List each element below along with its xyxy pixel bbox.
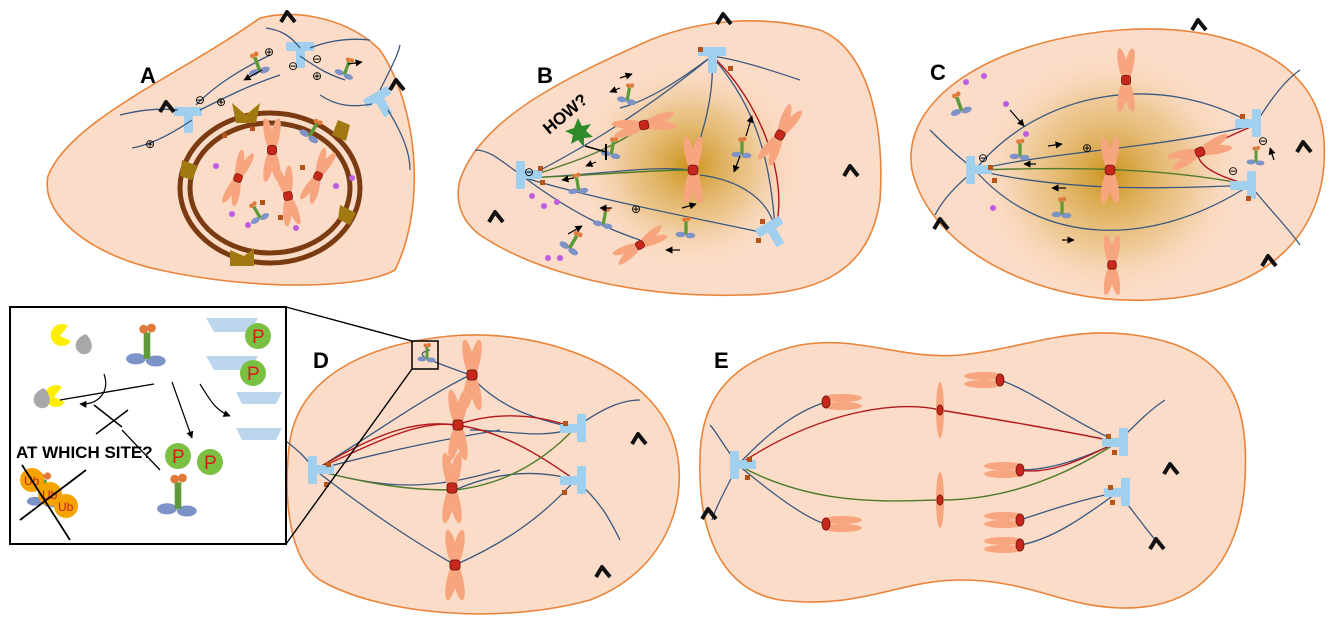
panel-label-b: B: [537, 63, 553, 88]
ubiquitin-icon: [54, 494, 78, 518]
minus-end-marker: ⊖: [288, 59, 298, 73]
phosphate-icon: [240, 360, 266, 386]
panel-e: E: [699, 332, 1247, 609]
which-site-label: AT WHICH SITE?: [16, 443, 153, 462]
phosphatase-icon: [206, 318, 258, 332]
phosphatase-icon: [236, 392, 282, 404]
kinase-icon: [50, 324, 71, 347]
panel-b: HOW? ⊖ ⊕ B: [457, 12, 882, 297]
plus-end-marker: ⊕: [312, 69, 322, 83]
panel-a: ⊕ ⊕ ⊕ ⊕ ⊖ ⊖ ⊖ A: [46, 10, 416, 286]
phospho-label: P: [247, 364, 260, 385]
plus-end-marker: ⊕: [264, 45, 274, 59]
minus-end-marker: ⊖: [195, 93, 205, 107]
nuclear-envelope-inner: [187, 120, 353, 256]
phosphatase-icon: [236, 428, 282, 440]
phospho-label: P: [204, 453, 217, 474]
minus-end-marker: ⊖: [978, 151, 988, 165]
plus-end-marker: ⊕: [1082, 141, 1092, 155]
chromatids-e: [821, 372, 1025, 553]
inset-panel: P P P P Ub Ub Ub AT WHICH SITE?: [9, 306, 287, 545]
minus-end-marker: ⊖: [1258, 134, 1268, 148]
panel-d: D: [284, 334, 681, 615]
plus-end-marker: ⊕: [145, 137, 155, 151]
cilium-icon: [1190, 18, 1208, 32]
ubiquitin-label: Ub: [58, 500, 74, 514]
phosphate-icon: [165, 443, 191, 469]
panel-label-e: E: [714, 348, 729, 373]
panel-label-d: D: [313, 348, 329, 373]
phosphate-icon: [245, 323, 271, 349]
phospho-label: P: [172, 447, 185, 468]
star-signal-icon: [565, 118, 593, 147]
cell-a: [46, 13, 416, 286]
panel-label-a: A: [140, 63, 156, 88]
kinase-icon: [44, 385, 65, 408]
minus-end-marker: ⊖: [524, 165, 534, 179]
phosphate-icon: [197, 449, 223, 475]
zoom-box: [411, 340, 439, 370]
panel-c: ⊕ ⊖ ⊖ ⊖ C: [910, 18, 1326, 302]
protein-grey-icon: [33, 388, 50, 409]
protein-grey-icon: [75, 334, 92, 355]
ubiquitin-label: Ub: [42, 488, 58, 502]
minus-end-marker: ⊖: [312, 52, 322, 66]
nuclear-envelope-outer: [177, 110, 363, 266]
minus-end-marker: ⊖: [1228, 164, 1238, 178]
plus-end-marker: ⊕: [216, 95, 226, 109]
phospho-label: P: [252, 327, 265, 348]
panel-label-c: C: [930, 60, 946, 85]
nuclear-pore-icon: [180, 103, 356, 266]
plus-end-marker: ⊕: [631, 202, 641, 216]
